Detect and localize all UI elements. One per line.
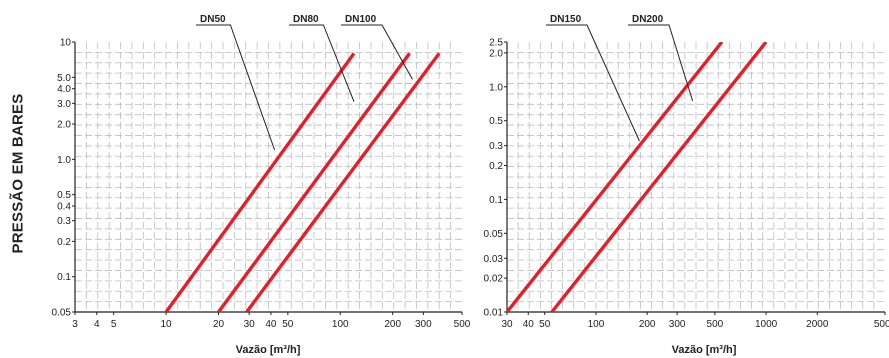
x-tick-label: 3 xyxy=(72,319,78,330)
y-tick-label: 0.2 xyxy=(489,161,503,172)
x-tick-label: 30 xyxy=(501,319,513,330)
x-tick-label: 500 xyxy=(454,319,471,330)
y-tick-label: 0.05 xyxy=(484,229,504,240)
x-tick-label: 20 xyxy=(213,319,225,330)
y-tick-label: 2.5 xyxy=(489,38,503,49)
series-label-dn100: DN100 xyxy=(345,14,377,25)
x-tick-label: 30 xyxy=(244,319,256,330)
series-leader-dn200 xyxy=(628,24,694,102)
y-tick-label: 0.3 xyxy=(489,141,503,152)
series-label-dn50: DN50 xyxy=(200,14,226,25)
chart-2: 0.01 0.02 0.03 0.05 0.1 0.2 0.3 0.5 1.0 2.02.5 30 4… xyxy=(484,14,889,330)
x-tick-label: 300 xyxy=(669,319,686,330)
y-tick-label: 0.03 xyxy=(484,254,504,265)
x-tick-label: 4 xyxy=(94,319,100,330)
x-tick-label: 100 xyxy=(332,319,349,330)
series-leader-dn150 xyxy=(546,24,640,142)
x-tick-label: 100 xyxy=(588,319,605,330)
y-tick-label: 0.1 xyxy=(57,272,71,283)
y-tick-label: 0.05 xyxy=(52,308,72,319)
grid xyxy=(75,42,462,312)
series-label-dn200: DN200 xyxy=(632,14,664,25)
x-tick-label: 5 xyxy=(111,319,117,330)
y-tick-label: 2.0 xyxy=(489,48,503,59)
x-axis-title-left: Vazão [m³/h] xyxy=(235,344,301,356)
y-tick-label: 4.0 xyxy=(57,84,71,95)
series-line-dn150 xyxy=(507,42,724,312)
x-tick-label: 50 xyxy=(282,319,294,330)
y-tick-label: 0.4 xyxy=(57,202,71,213)
grid xyxy=(507,42,885,312)
x-tick-label: 200 xyxy=(384,319,401,330)
y-tick-label: 5.0 xyxy=(57,73,71,84)
y-tick-label: 3.0 xyxy=(57,99,71,110)
y-tick-label: 2.0 xyxy=(57,120,71,131)
series-leader-dn100 xyxy=(341,24,413,80)
y-tick-label: 0.5 xyxy=(57,190,71,201)
x-tick-label: 300 xyxy=(415,319,432,330)
x-tick-label: 1000 xyxy=(755,319,778,330)
x-tick-label: 200 xyxy=(639,319,656,330)
y-tick-label: 1.0 xyxy=(489,82,503,93)
x-tick-label: 2000 xyxy=(806,319,829,330)
x-tick-label: 40 xyxy=(265,319,277,330)
series-line-dn200 xyxy=(550,42,768,312)
y-tick-label: 0.02 xyxy=(484,274,504,285)
series-line-dn50 xyxy=(164,52,356,312)
x-tick-label: 40 xyxy=(523,319,535,330)
series-label-dn150: DN150 xyxy=(550,14,582,25)
series-leader-dn80 xyxy=(289,24,355,102)
y-tick-label: 0.5 xyxy=(489,116,503,127)
y-tick-label: 0.3 xyxy=(57,216,71,227)
y-tick-label: 10 xyxy=(60,38,72,49)
series-line-dn80 xyxy=(217,52,411,312)
y-tick-label: 1.0 xyxy=(57,155,71,166)
series-leader-dn50 xyxy=(196,24,276,151)
y-tick-label: 0.2 xyxy=(57,237,71,248)
series-label-dn80: DN80 xyxy=(293,14,319,25)
x-tick-label: 10 xyxy=(161,319,173,330)
x-tick-label: 500 xyxy=(707,319,724,330)
x-tick-label: 50 xyxy=(539,319,551,330)
chart-1: 0.05 0.1 0.2 0.3 0.40.5 1.0 2.0 3.0 4.05.0 10 3 4 5 1… xyxy=(52,14,471,330)
y-axis-title: PRESSÃO EM BARES xyxy=(6,48,30,298)
x-tick-label: 5000 xyxy=(874,319,889,330)
series-line-dn100 xyxy=(245,52,441,312)
y-tick-label: 0.01 xyxy=(484,308,504,319)
x-axis-title-right: Vazão [m³/h] xyxy=(671,344,737,356)
y-axis-title-text: PRESSÃO EM BARES xyxy=(9,93,27,253)
y-tick-label: 0.1 xyxy=(489,195,503,206)
